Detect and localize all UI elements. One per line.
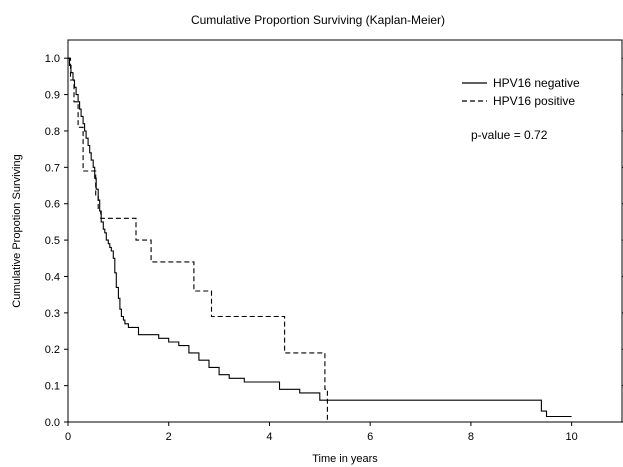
x-tick-label: 6 <box>367 431 373 443</box>
x-axis-label: Time in years <box>312 453 378 465</box>
series-line-hpv16-negative <box>68 57 572 418</box>
y-tick-label: 0.6 <box>45 199 60 211</box>
x-tick-label: 8 <box>468 431 474 443</box>
y-axis-label: Cumulative Propotion Surviving <box>11 154 23 307</box>
chart-title: Cumulative Proportion Surviving (Kaplan-… <box>191 13 445 27</box>
y-tick-label: 1.0 <box>45 53 60 65</box>
plot-frame <box>67 39 623 423</box>
y-tick-label: 0.3 <box>45 308 60 320</box>
p-value-annotation: p-value = 0.72 <box>471 128 548 142</box>
y-tick-label: 0.0 <box>45 417 60 429</box>
x-tick-label: 10 <box>566 431 578 443</box>
y-tick-label: 0.5 <box>45 235 60 247</box>
y-tick-label: 0.2 <box>45 344 60 356</box>
y-tick-label: 0.9 <box>45 90 60 102</box>
series-layer <box>68 57 572 422</box>
legend: HPV16 negative HPV16 positive <box>462 76 580 108</box>
series-line-hpv16-positive <box>68 57 328 422</box>
y-tick-label: 0.1 <box>45 381 60 393</box>
x-tick-label: 0 <box>65 431 71 443</box>
legend-label-negative: HPV16 negative <box>493 76 580 90</box>
y-tick-label: 0.8 <box>45 126 60 138</box>
x-tick-label: 4 <box>266 431 272 443</box>
y-tick-label: 0.7 <box>45 162 60 174</box>
x-axis: 0 2 4 6 8 10 <box>65 422 578 443</box>
legend-label-positive: HPV16 positive <box>493 94 575 108</box>
y-tick-label: 0.4 <box>45 271 60 283</box>
x-tick-label: 2 <box>166 431 172 443</box>
y-axis: 0.0 0.1 0.2 0.3 0.4 0.5 0.6 0.7 0.8 0.9 1.0 <box>45 53 623 429</box>
